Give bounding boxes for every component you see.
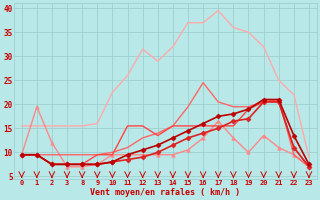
X-axis label: Vent moyen/en rafales ( km/h ): Vent moyen/en rafales ( km/h ) — [90, 188, 240, 197]
